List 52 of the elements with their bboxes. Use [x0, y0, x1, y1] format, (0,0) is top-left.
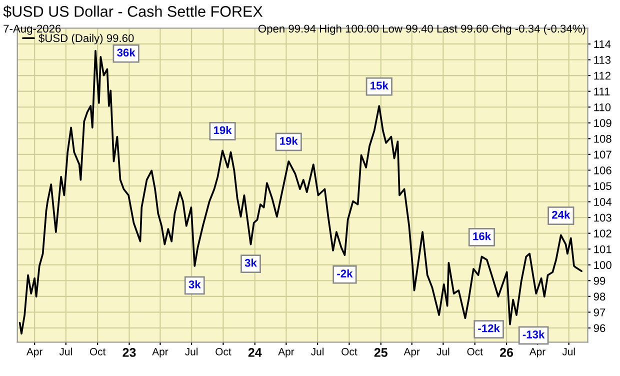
- chart-subtitle: 7-Aug-2026: [4, 24, 61, 35]
- y-tick-label: 103: [594, 214, 612, 222]
- annotation: 19k: [214, 126, 232, 134]
- y-tick-label: 111: [594, 88, 610, 96]
- annotation: 3k: [188, 280, 201, 288]
- x-tick-label: Oct: [342, 348, 358, 356]
- x-tick-label: Oct: [90, 348, 106, 356]
- x-tick-label: Jul: [59, 348, 72, 356]
- annotation: 24k: [552, 210, 570, 219]
- x-tick-label: Apr: [152, 348, 168, 358]
- y-tick-label: 101: [594, 245, 612, 254]
- annotation: -12k: [478, 324, 500, 332]
- annotation: Open 99.94 High 100.00 Low 99.40 Last 99.60 Chg -0.34 (-0.34%): [258, 24, 586, 35]
- y-tick-label: 104: [594, 198, 612, 206]
- y-tick-label: 100: [594, 261, 612, 269]
- y-tick-label: 110: [594, 103, 611, 112]
- annotation: 36k: [117, 48, 136, 57]
- annotation: 19k: [280, 136, 298, 145]
- annotation: 16k: [473, 232, 492, 240]
- x-tick-label: 26: [500, 348, 514, 357]
- y-tick-label: 106: [594, 166, 612, 174]
- annotation: -2k: [337, 269, 353, 278]
- x-tick-label: 25: [374, 348, 388, 357]
- annotation: -13k: [522, 330, 545, 338]
- x-tick-label: Apr: [404, 348, 420, 358]
- x-tick-label: 24: [248, 348, 262, 357]
- x-tick-label: Jul: [185, 348, 198, 356]
- annotation: 15k: [370, 81, 388, 90]
- chart-title: $USD US Dollar - Cash Settle FOREX: [3, 5, 263, 18]
- x-tick-label: Jul: [562, 348, 575, 356]
- annotation: 3k: [244, 258, 257, 267]
- x-tick-label: Jul: [311, 348, 324, 356]
- y-tick-label: 96: [594, 324, 606, 332]
- y-tick-label: 108: [594, 134, 612, 143]
- x-tick-label: Oct: [216, 348, 232, 356]
- y-tick-label: 112: [594, 72, 610, 80]
- x-tick-label: Apr: [26, 348, 43, 358]
- y-tick-label: 102: [594, 230, 612, 238]
- y-tick-label: 107: [594, 150, 612, 159]
- x-tick-label: Oct: [467, 348, 483, 356]
- y-tick-label: 113: [594, 56, 611, 64]
- y-tick-label: 99: [594, 276, 606, 285]
- legend-label: $USD (Daily) 99.60: [38, 34, 134, 44]
- y-tick-label: 114: [594, 40, 611, 48]
- x-tick-label: 23: [122, 348, 136, 357]
- y-tick-label: 105: [594, 182, 612, 190]
- y-tick-label: 97: [594, 308, 606, 316]
- x-tick-label: Jul: [436, 348, 450, 356]
- x-tick-label: Apr: [529, 348, 546, 358]
- y-tick-label: 98: [594, 292, 606, 301]
- x-tick-label: Apr: [278, 348, 294, 358]
- y-tick-label: 109: [594, 119, 612, 127]
